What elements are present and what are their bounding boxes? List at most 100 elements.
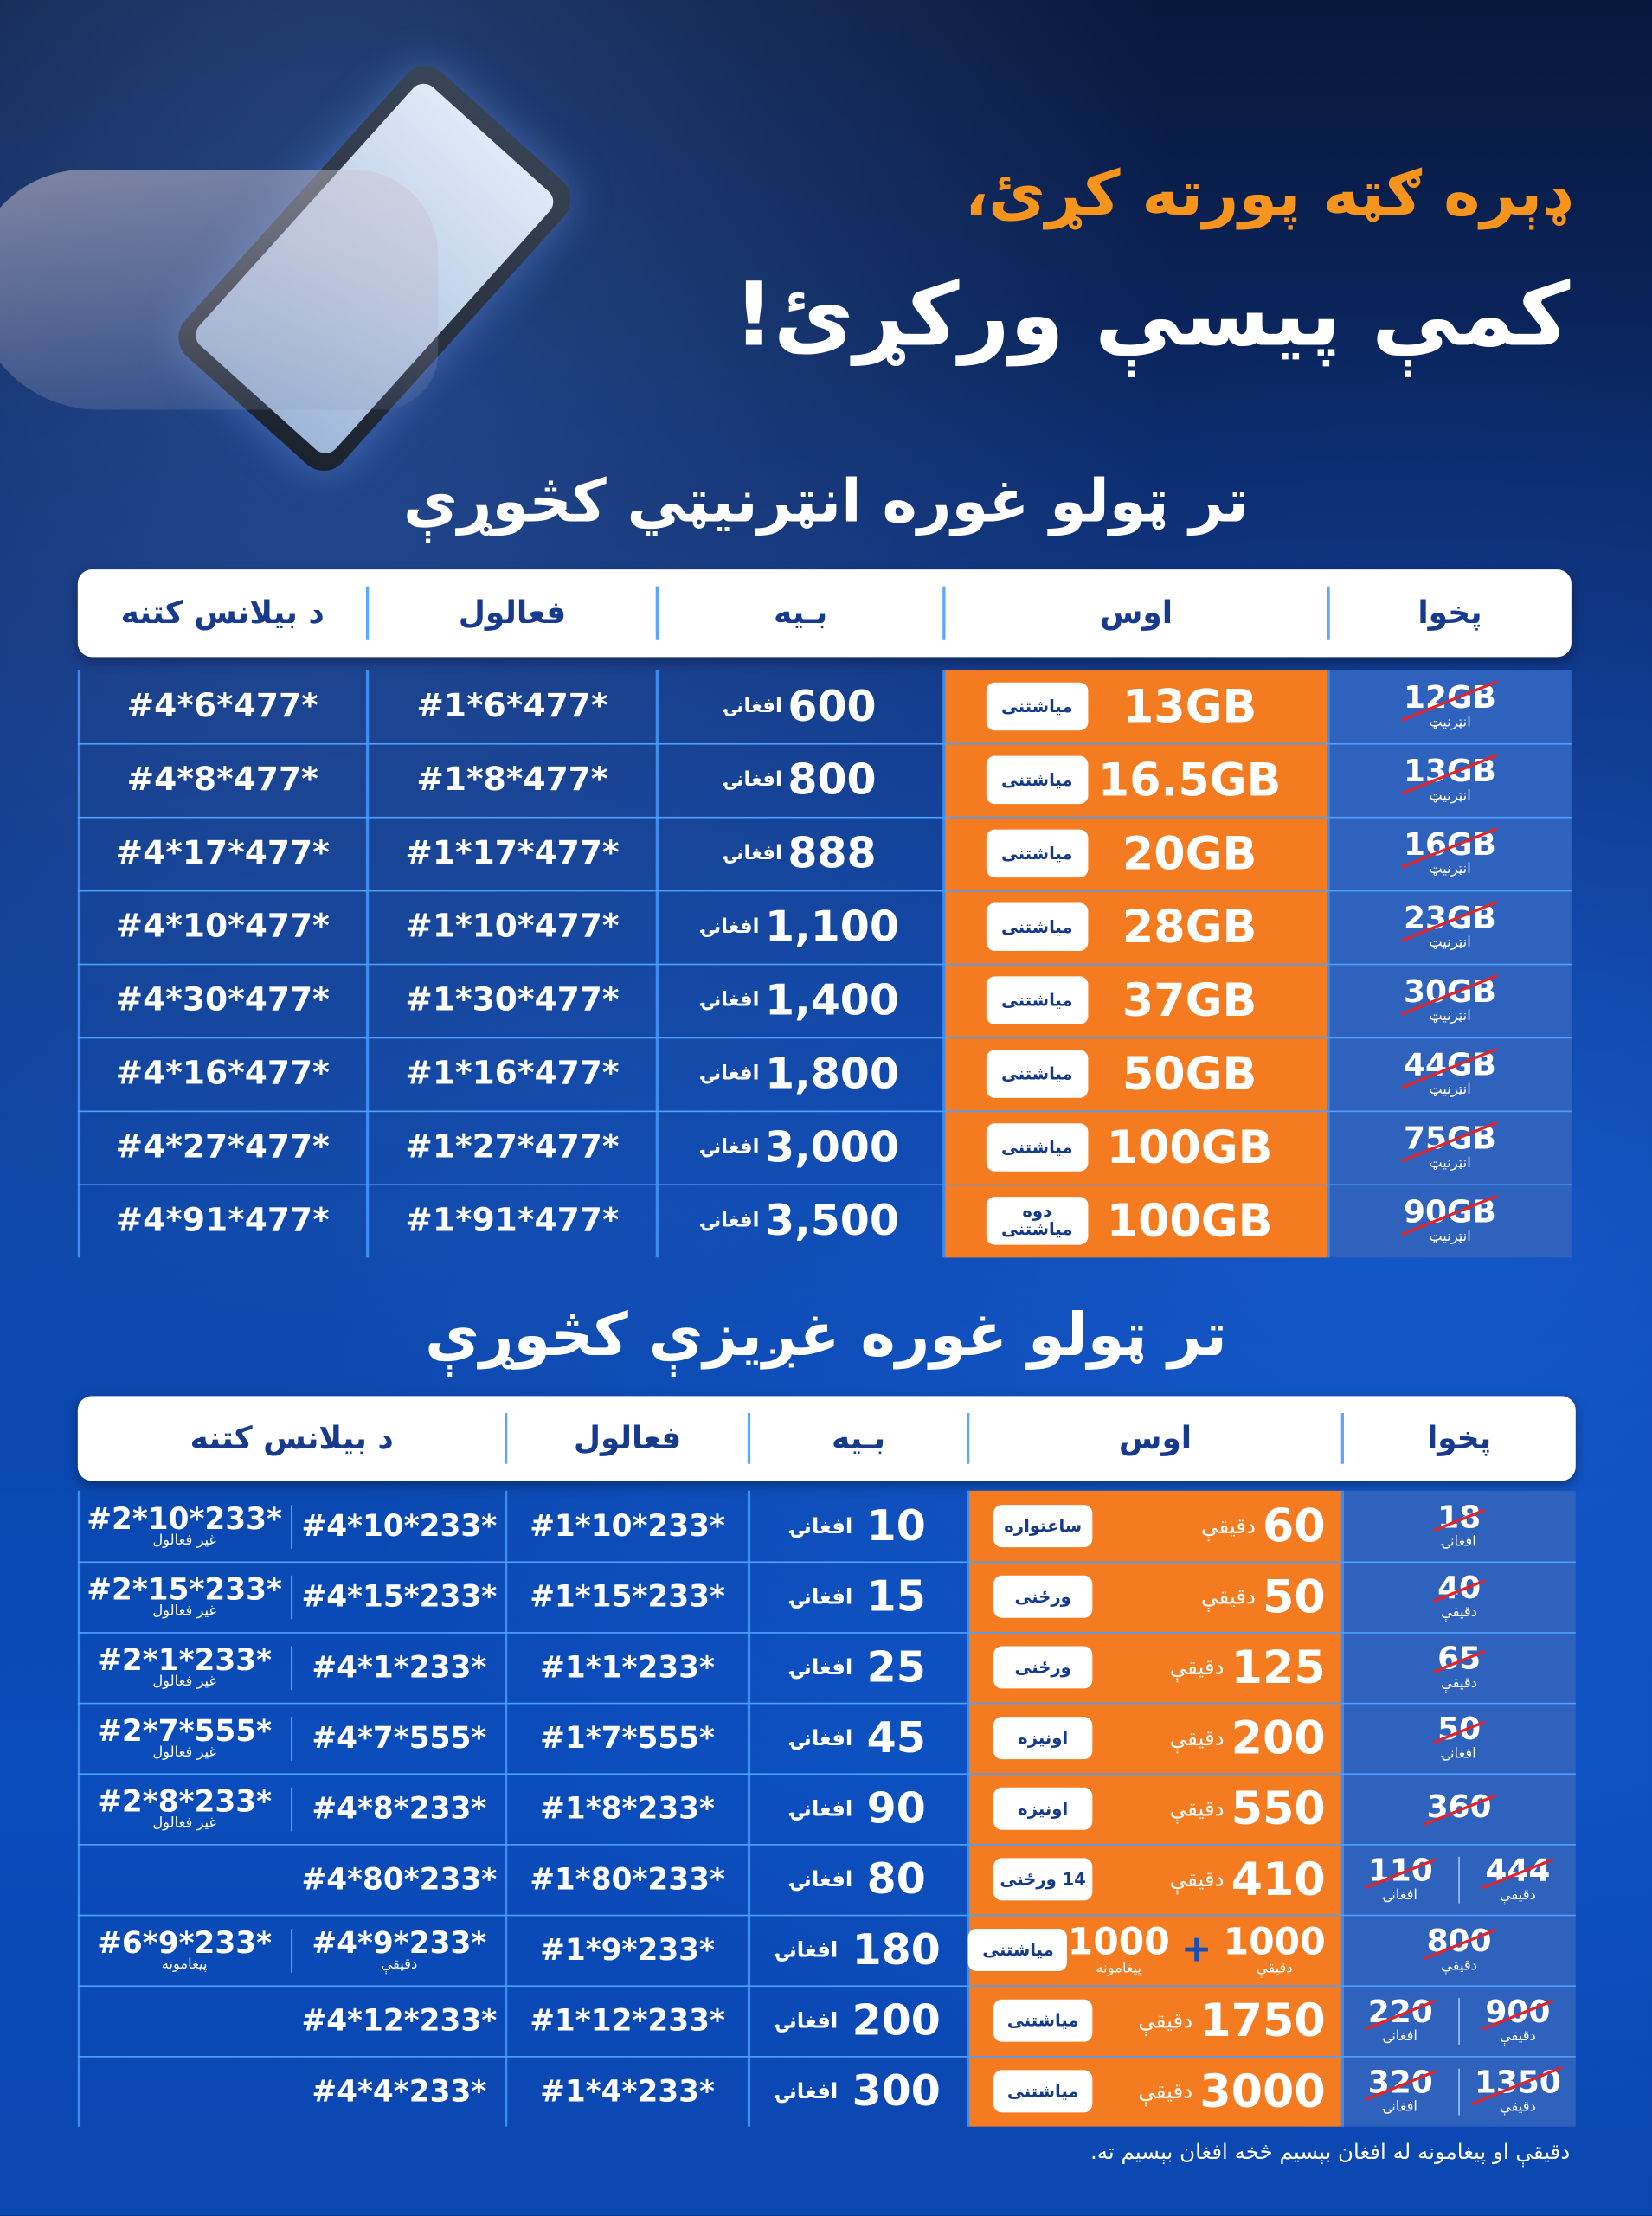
new-value: 1000	[1067, 1921, 1170, 1964]
old-unit: افغانۍ	[1383, 2098, 1417, 2115]
balance-code: #2*15*233*	[87, 1571, 282, 1606]
balance-cell: #4*15*233* #2*15*233* غیر فعالول	[78, 1561, 506, 1632]
old-part: 18افغانۍ	[1342, 1502, 1575, 1550]
new-cell: 28GB میاشتنی	[944, 890, 1328, 964]
price: 25	[866, 1642, 926, 1693]
price-cell: 300 افغانۍ	[749, 2056, 967, 2127]
old-unit: دقیقې	[1441, 1674, 1478, 1691]
new-group: 1750 دقیقې	[1138, 1995, 1325, 2046]
old-unit: افغانۍ	[1442, 1533, 1476, 1550]
new-item: 3000 دقیقې	[1138, 2065, 1325, 2116]
activate-cell: #1*10*477*	[368, 890, 658, 964]
currency: افغانۍ	[791, 1725, 853, 1751]
header-label: اوس	[1118, 1420, 1192, 1456]
old-value: 220	[1364, 1996, 1437, 2030]
column-divider	[655, 670, 659, 1258]
activate-cell: #1*8*233*	[506, 1773, 749, 1844]
period-badge: میاشتنی	[986, 829, 1088, 878]
new-unit: دقیقې	[1169, 1866, 1225, 1892]
balance-code: #4*30*477*	[115, 981, 330, 1019]
column-divider	[77, 1490, 81, 2127]
price: 1,100	[765, 902, 899, 952]
header-label: پخوا	[1426, 1420, 1492, 1456]
old-unit: انټرنیټ	[1429, 714, 1471, 730]
old-unit: دقیقې	[1499, 2098, 1536, 2115]
row-divider	[77, 2056, 1576, 2058]
balance-code: #4*4*233*	[312, 2074, 487, 2109]
price-cell: 80 افغانۍ	[749, 1844, 967, 1915]
old-value-group: 220 افغانۍ	[1364, 1996, 1437, 2044]
header-label: پخوا	[1417, 595, 1482, 632]
old-value-group: 800 دقیقې	[1423, 1926, 1495, 1973]
balance-note: دقیقې	[381, 1956, 418, 1972]
currency: افغانۍ	[776, 2007, 839, 2033]
strike-line	[1401, 1120, 1499, 1162]
price: 90	[866, 1783, 926, 1834]
balance-cell: #4*12*233*	[78, 1985, 506, 2056]
price-cell: 1,100 افغانۍ	[657, 890, 943, 964]
strike-line	[1433, 1507, 1485, 1532]
balance-part: #4*80*233*	[292, 1862, 506, 1896]
old-value-group: 18افغانۍ	[1433, 1502, 1485, 1550]
new-cell: 125 دقیقې ورځنی	[968, 1632, 1343, 1703]
strike-line	[1364, 1998, 1437, 2030]
column-divider	[1327, 670, 1330, 1258]
old-value-group: 110 افغانۍ	[1364, 1855, 1437, 1903]
price-cell: 1,400 افغانۍ	[657, 964, 943, 1037]
currency: افغانۍ	[791, 1654, 853, 1680]
currency: افغانۍ	[776, 2078, 839, 2104]
old-value-group: 900 دقیقې	[1482, 1996, 1554, 2044]
new-value: 13GB	[1122, 679, 1257, 734]
old-cell: 44GBانټرنیټ	[1328, 1037, 1572, 1111]
period-badge: میاشتنی	[986, 682, 1088, 731]
new-value: 410	[1231, 1852, 1326, 1906]
new-unit: دقیقې	[1169, 1795, 1225, 1821]
balance-part: #4*1*233*	[292, 1650, 506, 1684]
currency: افغانۍ	[702, 915, 760, 939]
currency: افغانۍ	[702, 989, 760, 1012]
new-value: 20GB	[1122, 826, 1257, 881]
activate-code: #1*12*233*	[530, 2003, 725, 2038]
old-unit: انټرنیټ	[1429, 1082, 1471, 1098]
new-unit: دقیقې	[1201, 1583, 1256, 1609]
activate-code: #1*16*477*	[405, 1055, 620, 1093]
activate-code: #1*7*555*	[540, 1720, 715, 1756]
old-value-group: 30GBانټرنیټ	[1401, 973, 1499, 1024]
currency: افغانۍ	[776, 1937, 839, 1963]
old-cell: 12GBانټرنیټ	[1328, 670, 1572, 743]
old-part: 360	[1342, 1792, 1575, 1826]
new-cell: 200 دقیقې اونیزه	[968, 1703, 1343, 1774]
old-value-group: 44GBانټرنیټ	[1401, 1046, 1499, 1098]
activate-code: #1*10*477*	[405, 909, 620, 946]
balance-code: #2*7*555*	[97, 1713, 273, 1748]
new-group: 125 دقیقې	[1170, 1642, 1326, 1693]
period-badge: ساعتواره	[993, 1505, 1093, 1548]
balance-note: پیغامونه	[161, 1956, 208, 1972]
activate-code: #1*1*233*	[540, 1650, 715, 1685]
old-value: 320	[1364, 2067, 1437, 2101]
period-badge: میاشتنی	[986, 902, 1088, 952]
balance-code: #4*27*477*	[115, 1128, 330, 1166]
old-unit: دقیقې	[1499, 1886, 1536, 1903]
balance-part: #4*15*233*	[292, 1580, 506, 1614]
old-cell: 444 دقیقې 110 افغانۍ	[1342, 1844, 1575, 1915]
balance-cell: #4*9*233* دقیقې #6*9*233* پیغامونه	[78, 1915, 506, 1986]
header-label: فعالول	[573, 1420, 682, 1456]
old-unit: افغانۍ	[1383, 1886, 1417, 1903]
header-label: اوس	[1099, 595, 1173, 632]
new-cell: 60 دقیقې ساعتواره	[968, 1491, 1343, 1562]
new-cell: 410 دقیقې 14 ورځنی	[968, 1844, 1343, 1915]
strike-line	[1401, 1046, 1499, 1089]
period-badge: ورځنی	[993, 1575, 1093, 1618]
activate-cell: #1*4*233*	[506, 2056, 749, 2127]
balance-part: #4*4*233*	[292, 2074, 506, 2108]
old-part: 1350دقیقې	[1460, 2065, 1576, 2115]
activate-cell: #1*27*477*	[368, 1111, 658, 1185]
header-divider	[504, 1413, 508, 1464]
activate-cell: #1*10*233*	[506, 1491, 749, 1562]
activate-code: #1*10*233*	[530, 1509, 725, 1544]
old-value-group: 444 دقیقې	[1482, 1855, 1554, 1903]
strike-line	[1433, 1578, 1485, 1603]
price-cell: 888 افغانۍ	[657, 817, 943, 890]
balance-cell: #4*30*477*	[78, 964, 368, 1037]
